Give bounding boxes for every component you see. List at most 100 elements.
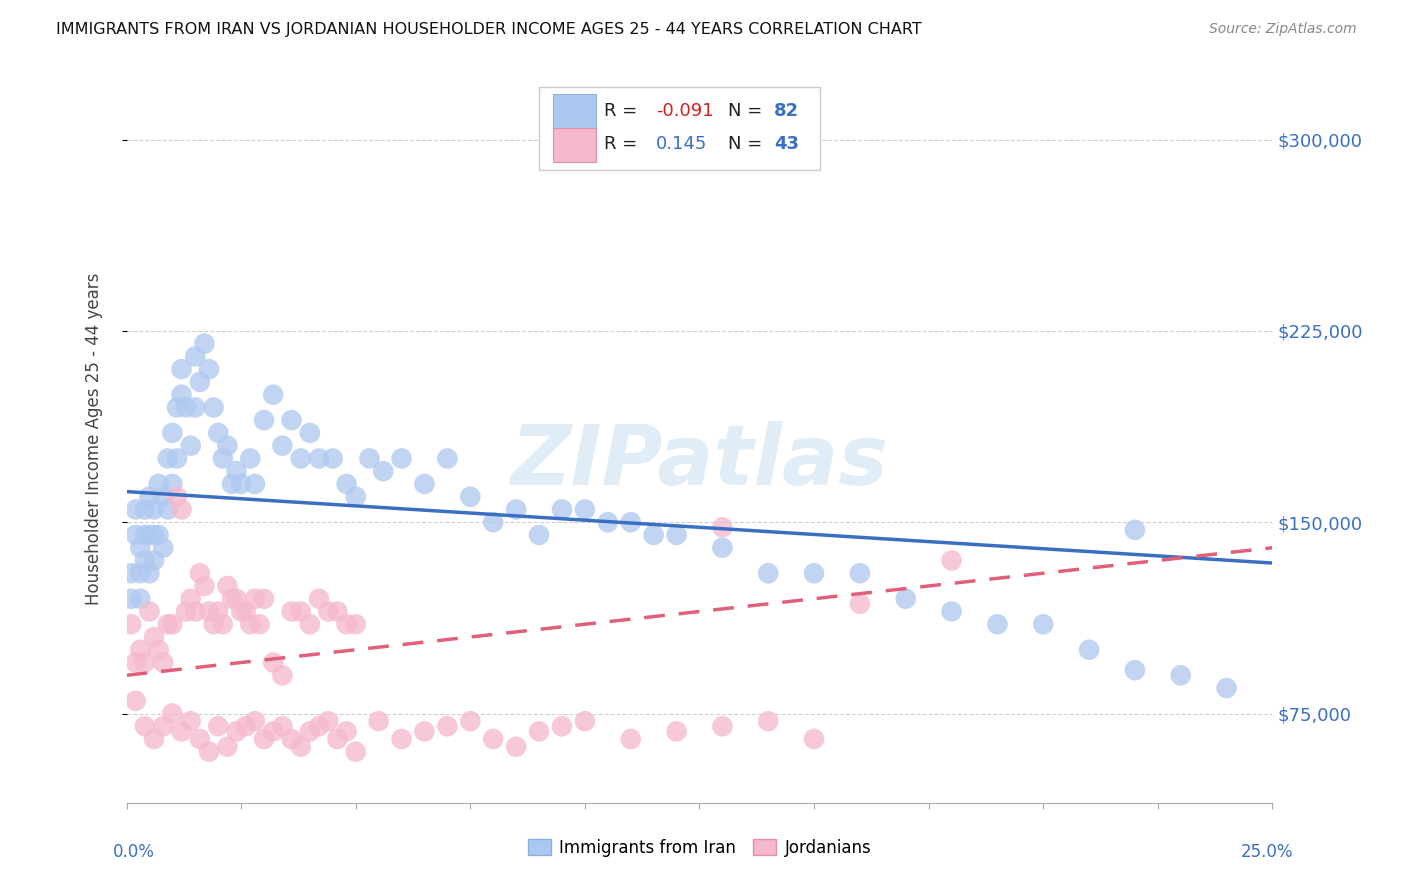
Point [211, 451, 233, 466]
Point [249, 617, 271, 632]
FancyBboxPatch shape [553, 94, 596, 128]
Text: N =: N = [728, 102, 768, 120]
Text: R =: R = [605, 102, 644, 120]
Point [235, 605, 257, 619]
Point [166, 490, 188, 504]
FancyBboxPatch shape [538, 87, 820, 170]
Point [170, 362, 193, 376]
Point [162, 477, 184, 491]
Point [482, 732, 505, 747]
Point [849, 597, 872, 611]
Point [231, 477, 253, 491]
Point [184, 350, 207, 364]
Point [271, 719, 294, 733]
Text: ZIPatlas: ZIPatlas [510, 421, 889, 501]
Point [202, 617, 225, 632]
Point [138, 566, 160, 581]
Point [335, 724, 357, 739]
Point [225, 464, 247, 478]
Point [344, 490, 367, 504]
Text: 0.0%: 0.0% [112, 843, 155, 861]
Point [143, 528, 166, 542]
Point [367, 714, 389, 728]
Point [551, 719, 574, 733]
Text: IMMIGRANTS FROM IRAN VS JORDANIAN HOUSEHOLDER INCOME AGES 25 - 44 YEARS CORRELAT: IMMIGRANTS FROM IRAN VS JORDANIAN HOUSEH… [56, 22, 922, 37]
Point [138, 490, 160, 504]
Point [170, 502, 193, 516]
Point [280, 605, 302, 619]
Point [643, 528, 665, 542]
Point [458, 714, 481, 728]
Point [243, 714, 266, 728]
Point [180, 591, 202, 606]
Point [239, 617, 262, 632]
Point [120, 617, 142, 632]
Point [335, 477, 357, 491]
Point [326, 732, 349, 747]
Point [243, 477, 266, 491]
Point [1123, 663, 1146, 677]
Point [174, 401, 197, 415]
Point [803, 566, 825, 581]
Point [986, 617, 1008, 632]
Point [148, 528, 170, 542]
Point [166, 451, 188, 466]
Point [148, 477, 170, 491]
Point [152, 541, 174, 555]
Point [316, 605, 339, 619]
Point [207, 425, 229, 440]
Point [143, 630, 166, 644]
Point [1215, 681, 1237, 695]
Text: N =: N = [728, 136, 768, 153]
Point [235, 719, 257, 733]
Point [193, 579, 215, 593]
Point [308, 591, 330, 606]
Point [243, 591, 266, 606]
Point [413, 477, 436, 491]
Point [316, 714, 339, 728]
Point [198, 362, 221, 376]
Point [138, 528, 160, 542]
Point [373, 464, 395, 478]
Point [143, 732, 166, 747]
Y-axis label: Householder Income Ages 25 - 44 years: Householder Income Ages 25 - 44 years [84, 273, 103, 606]
Point [253, 732, 276, 747]
Point [849, 566, 872, 581]
Point [152, 719, 174, 733]
Point [620, 732, 643, 747]
Text: 82: 82 [773, 102, 799, 120]
Point [134, 502, 156, 516]
Point [184, 401, 207, 415]
Point [756, 566, 779, 581]
Point [138, 605, 160, 619]
Point [211, 617, 233, 632]
Point [184, 605, 207, 619]
Point [1123, 523, 1146, 537]
Point [756, 714, 779, 728]
Point [391, 732, 413, 747]
Point [262, 387, 284, 401]
Text: Source: ZipAtlas.com: Source: ZipAtlas.com [1209, 22, 1357, 37]
Point [527, 724, 550, 739]
Point [225, 591, 247, 606]
Point [326, 605, 349, 619]
Point [322, 451, 344, 466]
Point [217, 739, 239, 754]
Point [1032, 617, 1054, 632]
Point [162, 425, 184, 440]
Point [482, 515, 505, 529]
Point [174, 605, 197, 619]
Point [665, 724, 688, 739]
Point [262, 656, 284, 670]
Point [148, 642, 170, 657]
Point [129, 591, 152, 606]
Point [262, 724, 284, 739]
Point [120, 591, 142, 606]
Text: 25.0%: 25.0% [1241, 843, 1294, 861]
Point [217, 579, 239, 593]
Point [170, 724, 193, 739]
Point [271, 668, 294, 682]
Point [207, 719, 229, 733]
Point [188, 732, 211, 747]
Point [125, 528, 148, 542]
